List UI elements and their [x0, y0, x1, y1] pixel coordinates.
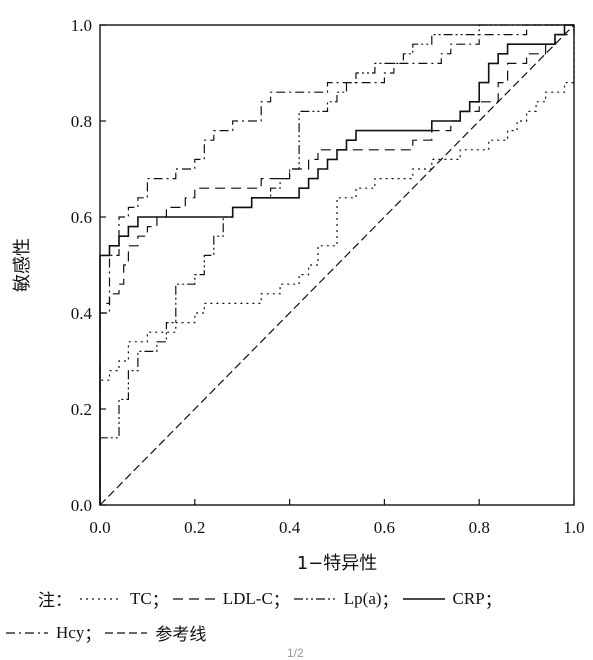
legend-label: LDL-C: [222, 588, 273, 608]
legend-swatch: [172, 597, 215, 600]
series-line-lpa: [99, 24, 574, 505]
legend-label: CRP: [452, 588, 485, 608]
y-tick-label: 1.0: [71, 16, 92, 35]
legend-separator: ；: [484, 591, 502, 611]
y-tick-label: 0.2: [71, 400, 92, 419]
legend-swatch: [402, 597, 445, 600]
legend-row-1: 注： TC； LDL-C； Lp(a)； CRP；: [0, 586, 504, 612]
legend-separator: ；: [272, 591, 290, 611]
page-number: 1/2: [287, 646, 304, 660]
x-tick-label: 1.0: [563, 518, 584, 537]
axes-layer: 0.0 0.2 0.4 0.6 0.8 1.0 0.0 0.2 0.4 0.6 0.8 1.0: [71, 16, 585, 537]
series-line-crp: [99, 24, 574, 505]
y-axis-title: 敏感性: [12, 238, 33, 292]
y-tick-label: 0.6: [71, 208, 92, 227]
legend-label: TC: [130, 588, 152, 608]
legend-item: Lp(a)；: [292, 586, 401, 611]
legend-row-2: Hcy； 参考线: [4, 620, 206, 645]
legend-separator: ；: [84, 625, 102, 645]
x-tick-label: 0.8: [469, 518, 490, 537]
legend-label: Hcy: [56, 622, 85, 642]
legend-label: 参考线: [155, 625, 207, 644]
legend-swatch: [80, 597, 122, 600]
legend-label: Lp(a): [343, 588, 382, 608]
legend-item: TC；: [78, 586, 171, 611]
legend-item: Hcy；: [4, 620, 103, 645]
series-layer: [99, 24, 575, 506]
y-tick-label: 0.0: [71, 496, 92, 515]
series-line-hcy: [99, 24, 574, 505]
series-line-reference: [99, 24, 575, 506]
legend-swatch: [105, 631, 148, 634]
legend-item: LDL-C；: [171, 586, 292, 611]
y-tick-label: 0.4: [71, 304, 93, 323]
legend-separator: ；: [151, 591, 169, 611]
x-axis-title: 1−特异性: [297, 553, 378, 574]
legend-item: 参考线: [103, 620, 206, 645]
x-tick-label: 0.6: [374, 518, 395, 537]
legend-swatch: [293, 597, 336, 600]
roc-chart: 0.0 0.2 0.4 0.6 0.8 1.0 0.0 0.2 0.4 0.6 0.8 1.0 1−特…: [12, 16, 585, 574]
x-tick-label: 0.2: [184, 518, 205, 537]
legend-separator: ；: [381, 591, 399, 611]
legend-item: CRP；: [401, 586, 504, 611]
y-tick-label: 0.8: [71, 112, 92, 131]
x-tick-label: 0.0: [89, 518, 110, 537]
x-tick-label: 0.4: [279, 518, 301, 537]
legend-swatch: [6, 631, 48, 634]
legend-note-label: 注：: [38, 591, 72, 611]
